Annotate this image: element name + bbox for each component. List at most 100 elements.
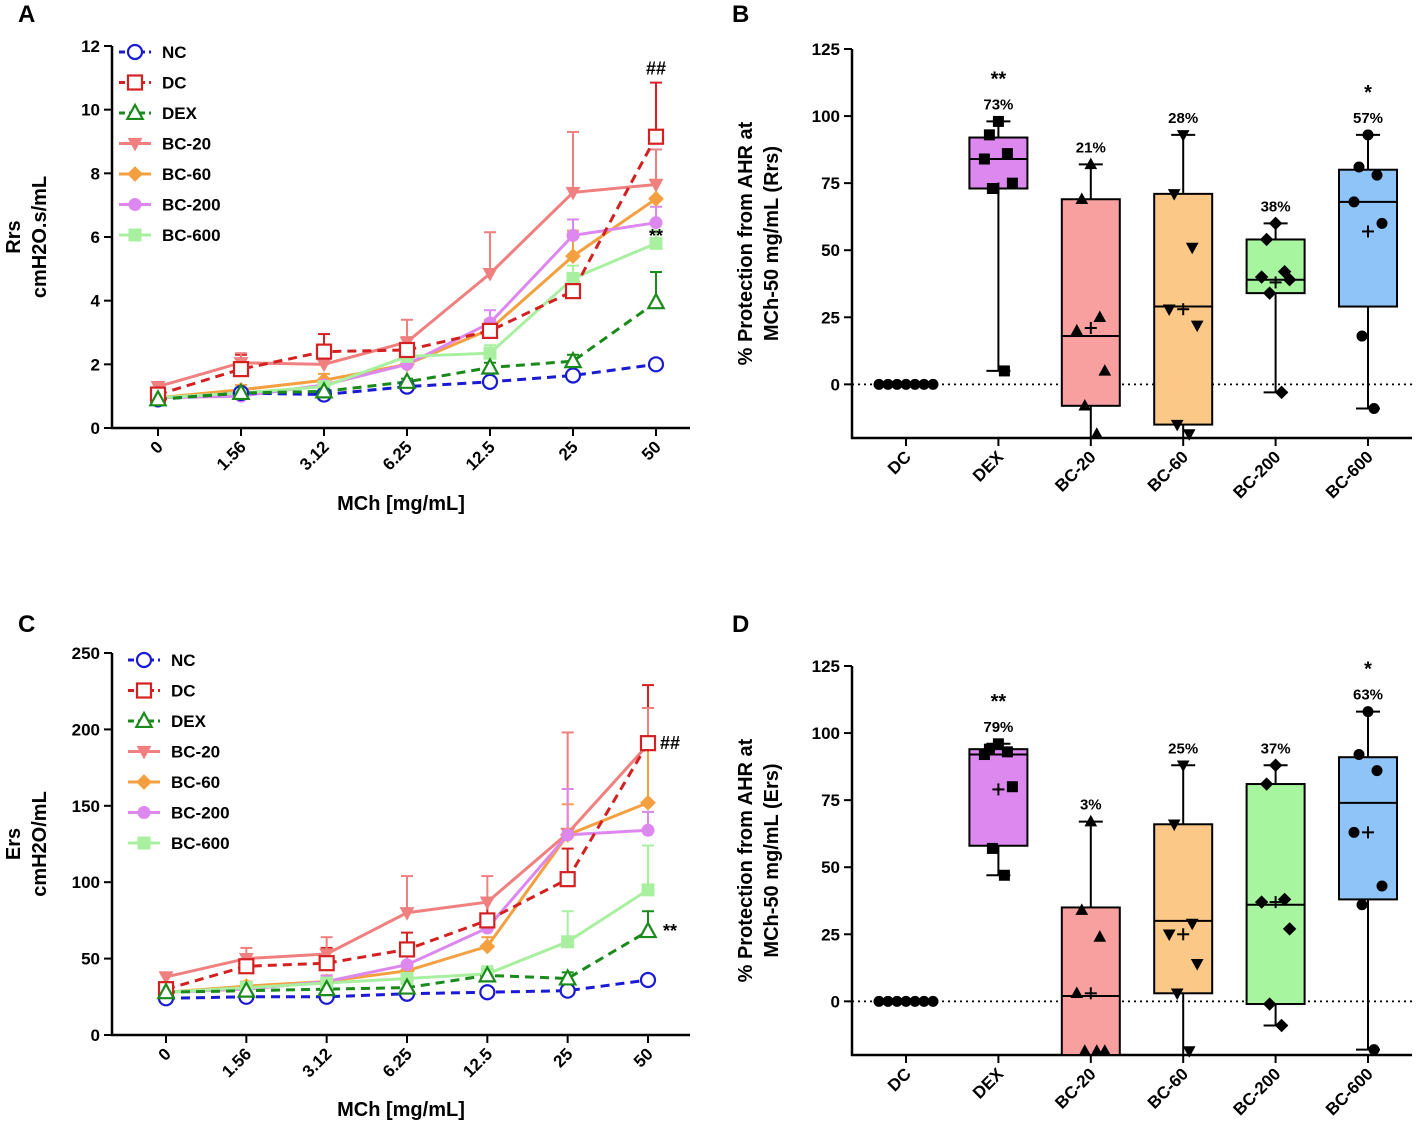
x-tick-label: 12.5 (462, 437, 499, 474)
data-point-bc-600 (1371, 169, 1383, 181)
data-point-bc-20 (1070, 323, 1084, 336)
percent-label-bc-600: 63% (1353, 687, 1383, 704)
data-point-bc-600 (1356, 330, 1368, 342)
data-point-bc-200 (1254, 270, 1269, 284)
box-bc-20 (1060, 906, 1121, 1057)
point-nc (647, 356, 665, 373)
data-point-bc-60 (1167, 819, 1181, 832)
legend-marker-bc-600 (128, 228, 142, 242)
point-nc (564, 367, 582, 384)
point-bc-200 (400, 958, 414, 972)
percent-label-bc-200: 37% (1261, 740, 1291, 757)
point-dex (558, 968, 578, 986)
legend-marker-bc-60 (136, 774, 152, 790)
point-bc-200 (561, 828, 575, 842)
y-tick-label: 100 (72, 873, 100, 892)
point-dc (647, 128, 665, 145)
point-bc-60 (640, 794, 656, 811)
y-axis-title-line2: cmH2O.s/mL (29, 176, 51, 298)
point-bc-600 (649, 236, 663, 250)
point-dc (479, 912, 496, 929)
point-nc (481, 373, 499, 390)
y-tick-label: 75 (821, 174, 840, 193)
data-point-bc-200 (1259, 232, 1274, 247)
y-tick-label: 50 (821, 241, 840, 260)
y-tick-label: 6 (91, 228, 100, 247)
point-dex (480, 357, 500, 375)
percent-label-bc-20: 3% (1080, 797, 1102, 814)
point-bc-20 (648, 178, 664, 193)
x-tick-label-bc-20: BC-20 (1051, 447, 1099, 495)
box-bc-600 (1338, 168, 1398, 308)
x-tick-label-bc-600: BC-600 (1322, 1064, 1377, 1119)
data-point-dex (992, 115, 1004, 127)
data-point-bc-600 (1348, 826, 1360, 838)
y-tick-label: 2 (91, 355, 100, 374)
data-point-bc-20 (1084, 157, 1098, 170)
box-dex (968, 136, 1029, 190)
legend-marker-nc (126, 43, 144, 61)
data-point-dc (927, 995, 939, 1007)
panel-b-box-plot: 0 25 50 75 100 125 % Protection from AHR at MCh… (735, 40, 1412, 502)
legend-label-bc-600: BC-600 (162, 226, 221, 245)
data-point-dex (986, 842, 998, 854)
panel-d-box-plot: 0 25 50 75 100 125 % Protection from AHR at MCh… (735, 657, 1412, 1119)
legend-marker-bc-600 (137, 836, 151, 850)
panel-letter-d: D (732, 611, 749, 638)
data-point-dex (1006, 781, 1018, 793)
data-point-bc-200 (1277, 264, 1292, 279)
x-tick-label: 25 (550, 1044, 577, 1071)
x-tick-label-bc-200: BC-200 (1230, 1064, 1285, 1119)
y-tick-label: 12 (81, 37, 100, 56)
point-dc (398, 941, 416, 958)
legend-marker-dex (125, 102, 145, 121)
point-nc (639, 971, 657, 989)
x-tick-label: 3.12 (299, 1044, 336, 1081)
y-axis-title-line2: cmH2O/mL (29, 791, 51, 897)
legend-label-bc-60: BC-60 (162, 165, 211, 184)
data-point-bc-60 (1162, 929, 1176, 942)
point-dex (638, 920, 658, 939)
significance-dex: ** (991, 691, 1007, 713)
y-tick-label: 0 (91, 1026, 100, 1045)
x-tick-label: 3.12 (296, 437, 333, 474)
data-point-bc-60 (1176, 760, 1190, 773)
data-point-bc-20 (1075, 192, 1089, 204)
percent-label-bc-60: 28% (1168, 110, 1198, 127)
x-tick-label-bc-60: BC-60 (1144, 1064, 1192, 1112)
point-bc-20 (479, 896, 495, 911)
data-point-dex (978, 153, 990, 165)
point-bc-20 (158, 971, 174, 985)
annotation-dex: ** (649, 226, 663, 246)
box-dex (968, 748, 1029, 847)
x-tick-label-dex: DEX (969, 447, 1008, 486)
y-tick-label: 50 (821, 858, 840, 877)
data-point-bc-60 (1170, 988, 1184, 1001)
x-tick-label-bc-600: BC-600 (1322, 447, 1377, 502)
data-point-bc-200 (1262, 997, 1277, 1011)
point-dex (231, 382, 251, 401)
legend-label-bc-60: BC-60 (171, 773, 220, 792)
data-point-bc-200 (1262, 286, 1277, 300)
y-tick-label: 8 (91, 164, 100, 183)
data-point-dex (998, 869, 1010, 881)
point-dex (317, 978, 337, 997)
legend-marker-bc-20 (127, 137, 143, 152)
data-point-bc-600 (1371, 765, 1383, 777)
x-axis-title: MCh [mg/mL] (337, 1099, 465, 1121)
x-tick-label-dc: DC (884, 447, 915, 478)
data-point-bc-20 (1098, 1044, 1112, 1056)
data-point-bc-60 (1190, 320, 1204, 333)
point-bc-20 (482, 268, 498, 282)
data-point-dex (998, 365, 1010, 377)
data-point-bc-200 (1277, 892, 1292, 907)
y-tick-label: 250 (72, 644, 100, 663)
point-dex (563, 350, 583, 369)
data-point-bc-600 (1353, 161, 1365, 173)
y-tick-label: 0 (831, 375, 840, 394)
data-point-dex (1001, 148, 1013, 160)
x-tick-label-bc-20: BC-20 (1051, 1064, 1099, 1112)
legend-label-dc: DC (171, 682, 196, 701)
data-point-bc-200 (1268, 758, 1283, 772)
